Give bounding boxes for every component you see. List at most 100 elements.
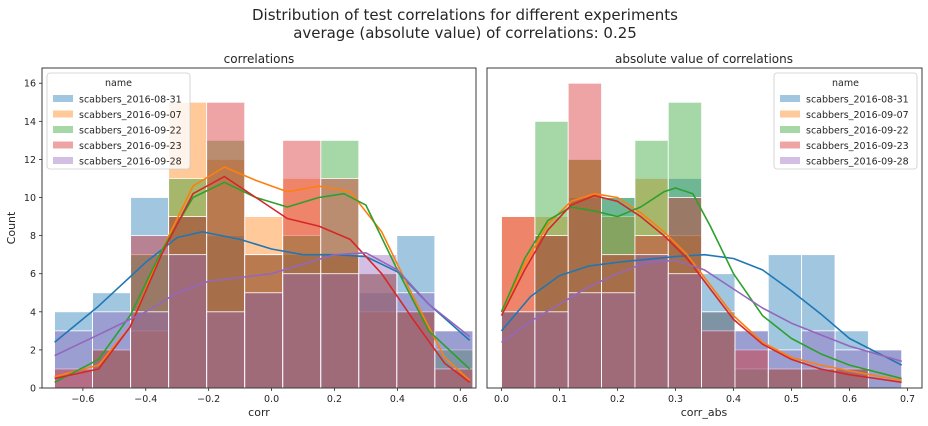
legend-swatch	[780, 95, 800, 102]
y-tick-label: 8	[30, 231, 36, 242]
hist-series-scabbers-2016-09-28	[501, 254, 903, 389]
hist-bar	[501, 216, 536, 389]
kde-line-scabbers-2016-09-28	[54, 252, 471, 357]
legend-label: scabbers_2016-09-22	[806, 126, 909, 137]
legend-box	[46, 72, 191, 170]
x-tick-label: 0.1	[552, 394, 567, 405]
legend-label: scabbers_2016-09-28	[806, 157, 909, 168]
hist-bar	[634, 254, 669, 389]
hist-bar	[601, 254, 636, 389]
hist-bar	[734, 330, 769, 389]
kde-line-scabbers-2016-09-22	[54, 181, 471, 384]
legend-label: scabbers_2016-09-07	[79, 110, 182, 121]
legend-title: name	[105, 78, 132, 89]
hist-bar	[320, 254, 360, 389]
x-tick-label: 0.3	[668, 394, 683, 405]
hist-bar	[667, 273, 702, 389]
y-tick-label: 2	[30, 345, 36, 356]
x-tick-label: 0.5	[784, 394, 799, 405]
suptitle-line1: Distribution of test correlations for di…	[252, 6, 678, 24]
kde-line-scabbers-2016-09-22	[500, 187, 902, 380]
legend: name scabbers_2016-08-31 scabbers_2016-09-…	[773, 72, 918, 170]
legend-swatch	[53, 141, 73, 149]
hist-bar	[244, 216, 284, 389]
x-tick-label: 0.0	[494, 394, 509, 405]
kde-line-scabbers-2016-09-28	[501, 259, 902, 363]
hist-bar	[734, 349, 769, 389]
legend-title: name	[832, 78, 859, 89]
x-axis-label-corr: corr	[248, 406, 270, 419]
legend-label: scabbers_2016-09-23	[806, 141, 909, 152]
y-tick-label: 10	[24, 193, 36, 204]
x-tick-label: 0.6	[842, 394, 857, 405]
hist-series-scabbers-2016-09-22	[92, 139, 474, 389]
legend-swatch	[780, 141, 800, 149]
legend-swatch	[53, 110, 73, 118]
y-tick-label: 0	[30, 384, 36, 395]
legend-swatch	[53, 126, 73, 133]
hist-bar	[801, 330, 836, 389]
legend-swatch	[53, 95, 73, 102]
legend-label: scabbers_2016-09-28	[79, 157, 182, 168]
legend-label: scabbers_2016-08-31	[806, 95, 909, 106]
hist-bar	[206, 101, 246, 389]
hist-bar	[168, 216, 208, 389]
hist-bar	[701, 330, 736, 389]
hist-bar	[601, 292, 636, 389]
hist-bar	[206, 311, 246, 389]
hist-bar	[767, 254, 803, 389]
hist-bar	[501, 216, 536, 389]
hist-bar	[244, 292, 284, 389]
hist-bar	[320, 273, 360, 389]
kde-line-scabbers-2016-09-23	[54, 175, 471, 383]
x-tick-label: 0.7	[900, 394, 915, 405]
legend-swatch	[780, 157, 800, 164]
legend-swatch	[53, 157, 73, 164]
legend-label: scabbers_2016-09-07	[806, 110, 909, 121]
hist-bar	[320, 139, 360, 389]
y-tick-label: 16	[24, 79, 36, 90]
x-tick-label: −0.4	[134, 394, 157, 405]
hist-bar	[282, 273, 322, 389]
hist-bar	[130, 311, 170, 389]
hist-bar	[358, 254, 398, 389]
legend-box	[773, 72, 918, 170]
hist-bar	[358, 273, 398, 389]
legend-label: scabbers_2016-08-31	[79, 95, 182, 106]
x-axis-label-corr-abs: corr_abs	[681, 406, 728, 419]
hist-bar	[168, 254, 208, 389]
hist-bar	[206, 139, 246, 389]
x-tick-label: −0.2	[197, 394, 220, 405]
kde-line-scabbers-2016-08-31	[54, 231, 471, 343]
hist-bar	[701, 311, 736, 389]
absolute-correlations-panel: absolute value of correlations corr_abs …	[486, 52, 923, 419]
kde-line-scabbers-2016-09-23	[500, 194, 902, 384]
hist-bar	[206, 159, 246, 389]
y-axis-label: Count	[5, 211, 18, 244]
legend: name scabbers_2016-08-31 scabbers_2016-09-…	[46, 72, 191, 170]
x-tick-label: 0.2	[610, 394, 625, 405]
hist-bar	[567, 292, 602, 389]
suptitle-line2: average (absolute value) of correlations…	[293, 24, 637, 42]
y-tick-label: 4	[30, 307, 36, 318]
legend-label: scabbers_2016-09-22	[79, 126, 182, 137]
y-tick-label: 12	[24, 155, 36, 166]
hist-series-scabbers-2016-09-22	[501, 101, 869, 389]
hist-bar	[282, 178, 322, 389]
correlations-panel: correlations Count corr −0.6 −0.4 −0.2 0.0 0…	[5, 52, 477, 419]
hist-bar	[534, 120, 569, 389]
hist-bar	[130, 330, 170, 389]
hist-series-scabbers-2016-08-31	[54, 197, 474, 389]
hist-bar	[534, 311, 569, 389]
x-tick-label: 0.4	[726, 394, 741, 405]
x-tick-label: −0.6	[71, 394, 94, 405]
hist-bar	[244, 292, 284, 389]
y-tick-label: 6	[30, 269, 36, 280]
kde-line-scabbers-2016-08-31	[500, 253, 903, 366]
x-tick-label: 0.4	[390, 394, 405, 405]
x-tick-label: 0.6	[453, 394, 468, 405]
axes-frame	[41, 67, 477, 389]
hist-bar	[130, 197, 170, 389]
kde-line-scabbers-2016-09-07	[500, 192, 902, 382]
